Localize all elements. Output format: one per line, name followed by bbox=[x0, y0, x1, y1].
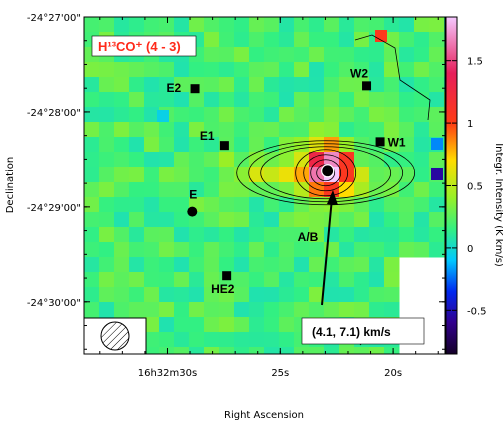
source-label-he2: HE2 bbox=[211, 282, 235, 296]
x-tick-label: 16h32m30s bbox=[138, 368, 197, 379]
source-marker-ab bbox=[321, 164, 335, 178]
colorbar-tick-label: 0.5 bbox=[467, 182, 483, 193]
source-label-ab: A/B bbox=[298, 230, 319, 244]
map-title-box: H¹³CO⁺ (4 - 3) bbox=[91, 35, 197, 57]
source-marker-w2 bbox=[362, 81, 372, 91]
source-label-e1: E1 bbox=[200, 129, 215, 143]
y-tick-label: -24°28'00" bbox=[27, 108, 81, 119]
y-tick-label: -24°29'00" bbox=[27, 203, 81, 214]
source-markers: E2 W2 E1 W1 E HE2 A/B bbox=[167, 66, 406, 296]
y-tick-label: -24°30'00" bbox=[27, 298, 81, 309]
source-label-w1: W1 bbox=[388, 135, 406, 149]
source-label-e: E bbox=[189, 188, 197, 202]
contour-lines bbox=[85, 34, 431, 346]
x-tick-label: 25s bbox=[271, 368, 289, 379]
colorbar-label: Integr. Intensity (K km/s) bbox=[493, 143, 503, 267]
source-marker-e1 bbox=[219, 141, 229, 151]
source-marker-w1 bbox=[375, 137, 385, 147]
velocity-range-label: (4.1, 7.1) km/s bbox=[312, 325, 391, 339]
y-axis-label: Declination bbox=[5, 157, 16, 214]
heatmap-cells bbox=[84, 17, 445, 354]
source-label-e2: E2 bbox=[167, 81, 182, 95]
source-marker-e bbox=[187, 206, 198, 217]
beam-indicator bbox=[83, 317, 147, 355]
y-tick-label: -24°27'00" bbox=[27, 13, 81, 24]
colorbar-tick-label: 1 bbox=[467, 119, 473, 130]
x-axis-ticks: 16h32m30s 25s 20s bbox=[99, 17, 439, 379]
plot-frame bbox=[83, 16, 446, 355]
arrow-pointer bbox=[321, 190, 338, 306]
source-marker-e2 bbox=[190, 84, 200, 94]
colorbar-ticks: 1.5 1 0.5 0 -0.5 bbox=[446, 57, 487, 317]
y-axis-ticks: -24°27'00" -24°28'00" -24°29'00" -24°30'00" bbox=[27, 13, 445, 350]
map-title: H¹³CO⁺ (4 - 3) bbox=[98, 39, 181, 54]
velocity-range-box: (4.1, 7.1) km/s bbox=[301, 317, 425, 345]
source-marker-he2 bbox=[222, 271, 232, 281]
colorbar-tick-label: 1.5 bbox=[467, 57, 483, 68]
colorbar-tick-label: -0.5 bbox=[467, 306, 487, 317]
colorbar-tick-label: 0 bbox=[467, 244, 473, 255]
x-tick-label: 20s bbox=[384, 368, 402, 379]
colorbar-strip bbox=[446, 17, 457, 354]
x-axis-label: Right Ascension bbox=[224, 410, 304, 421]
source-label-w2: W2 bbox=[350, 66, 368, 80]
